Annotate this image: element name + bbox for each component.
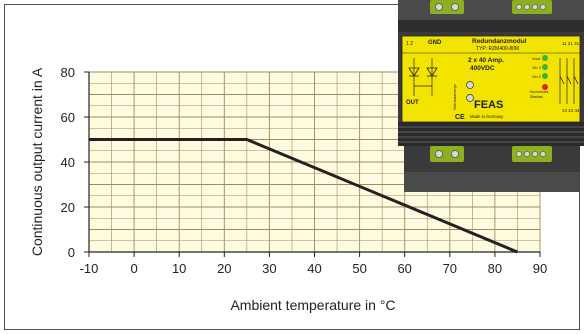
screw-icon	[435, 150, 443, 158]
screw-icon	[516, 4, 522, 10]
y-tick-label: 0	[68, 245, 75, 260]
x-tick-label: 30	[262, 261, 276, 276]
screw-icon	[524, 151, 530, 157]
side-label-2: Kurzschluss	[530, 90, 549, 94]
y-tick-labels: 0 20 40 60 80	[61, 65, 89, 260]
x-tick-labels: -10 0 10 20 30 40 50 60 70 80 90	[80, 252, 547, 276]
x-tick-label: 10	[172, 261, 186, 276]
pin-label-right-top: 11 21 31	[562, 41, 580, 46]
module-top-cap	[398, 0, 584, 20]
derating-curve-line	[89, 138, 519, 254]
brand-logo: FEAS	[474, 99, 503, 111]
terminal-block-bottom-left	[430, 146, 464, 162]
module-ridge	[398, 20, 584, 32]
x-tick-label: 50	[352, 261, 366, 276]
screw-icon	[532, 151, 538, 157]
potentiometer-icon	[466, 94, 474, 102]
rating-line-2: 400VDC	[470, 65, 495, 72]
screw-icon	[540, 4, 546, 10]
y-tick-label: 60	[61, 110, 75, 125]
screw-icon	[516, 151, 522, 157]
redundancy-module-photo: Redundanzmodul TYP: RZM400-80M GND 1 2 1…	[398, 0, 584, 192]
led-label-vout: Vout	[532, 56, 541, 61]
screw-icon	[451, 150, 459, 158]
y-tick-label: 80	[61, 65, 75, 80]
module-type: TYP: RZM400-80M	[476, 46, 519, 52]
pin-label-top: 1 2	[406, 41, 413, 47]
potentiometer-icon	[466, 81, 474, 89]
x-tick-label: 60	[397, 261, 411, 276]
module-name: Redundanzmodul	[472, 38, 527, 45]
x-tick-label: 40	[307, 261, 321, 276]
x-tick-label: 90	[533, 261, 547, 276]
out-label: OUT	[406, 100, 419, 106]
x-tick-label: 80	[488, 261, 502, 276]
module-base-rail	[404, 172, 580, 192]
screw-icon	[451, 3, 459, 11]
terminal-block-bottom-right	[512, 146, 552, 162]
relay-contact-icon	[559, 58, 579, 104]
y-tick-label: 20	[61, 200, 75, 215]
screw-icon	[532, 4, 538, 10]
diode-symbol-icon	[408, 58, 438, 96]
x-tick-label: 0	[130, 261, 137, 276]
x-axis-label: Ambient temperature in °C	[230, 297, 395, 313]
led-vin2-icon	[542, 73, 548, 79]
series-layer	[89, 138, 519, 254]
gnd-label: GND	[428, 40, 442, 46]
x-tick-label: 20	[217, 261, 231, 276]
side-label-3: Überlast	[530, 95, 543, 99]
made-in-label: Made in Germany	[470, 114, 504, 119]
x-tick-label: -10	[80, 261, 99, 276]
led-vin1-icon	[542, 64, 548, 70]
y-tick-label: 40	[61, 155, 75, 170]
y-axis-label: Continuous output current in A	[29, 67, 45, 256]
led-label-vin1: Vin 1	[532, 65, 542, 70]
led-vout-icon	[542, 55, 548, 61]
led-overload-icon	[542, 84, 548, 90]
terminal-block-top-right	[512, 0, 552, 14]
ce-mark: CE	[455, 114, 465, 121]
x-tick-label: 70	[443, 261, 457, 276]
screw-icon	[540, 151, 546, 157]
rating-line-1: 2 x 40 Amp.	[468, 57, 504, 64]
side-label-1: Überlastanzeige	[453, 84, 457, 110]
pin-label-right-bottom: 14 24 34	[562, 108, 580, 113]
screw-icon	[524, 4, 530, 10]
led-label-vin2: Vin 2	[532, 74, 542, 79]
screw-icon	[435, 3, 443, 11]
